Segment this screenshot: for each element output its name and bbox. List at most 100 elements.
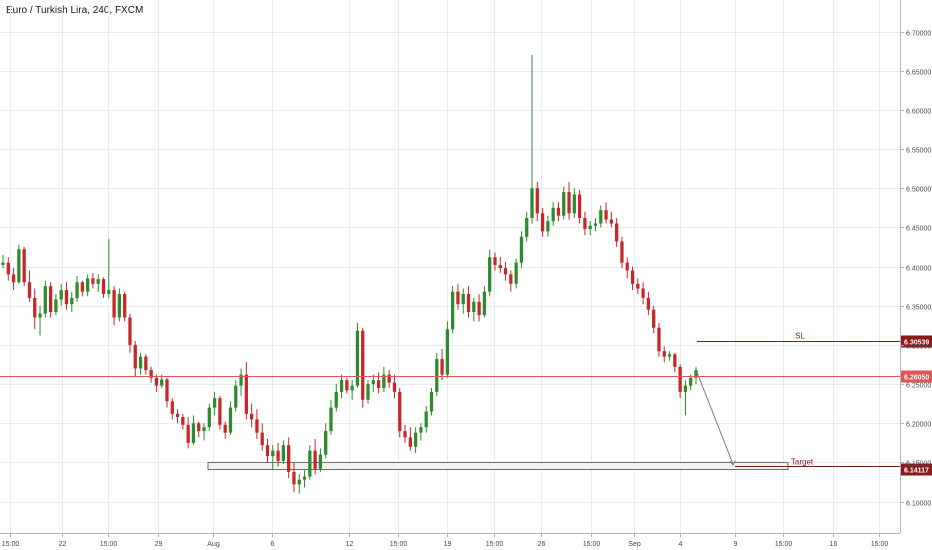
candle-body [514,262,518,284]
candle-body [276,450,280,461]
candle [361,327,365,408]
candle [33,288,37,330]
candle-body [588,225,592,229]
candle-body [683,385,688,392]
candles [1,55,698,494]
x-tick-label: Aug [207,541,220,548]
x-tick-label: Sep [628,541,641,548]
candle-body [572,194,576,214]
annotations-below [207,461,789,470]
candle [260,423,264,451]
candle [625,257,629,279]
candle [413,427,418,454]
candle-body [503,268,508,275]
candle-body [350,385,354,391]
candle-body [567,192,571,214]
candle [392,374,397,399]
candle [218,395,222,430]
candle [197,421,201,438]
target-tag [901,463,932,476]
candle-body [27,282,32,298]
candle [657,322,661,357]
candle [387,369,391,389]
candle-body [138,356,143,369]
candle-body [382,374,386,389]
candle [429,388,434,416]
stop-loss-tag [901,335,932,348]
candle [170,398,174,420]
candle-body [366,384,370,400]
candle-body [339,380,344,392]
candle [540,207,545,237]
candle [181,413,185,430]
candle-body [440,359,444,375]
candle-body [604,210,608,220]
candle [154,374,159,392]
candle [620,236,624,269]
candle-body [398,391,402,432]
candle-body [525,217,529,237]
candle [583,211,587,236]
candle [366,380,370,404]
candle [503,261,508,281]
candle-body [387,374,391,383]
y-tick-label: 6.15000 [906,461,931,468]
candle [371,374,375,392]
candle [123,291,127,322]
candle-body [472,301,476,313]
candle [80,280,84,297]
candle [207,403,211,432]
current-price-tag [901,370,932,383]
y-tick-label: 6.20000 [906,422,931,429]
candle-body [435,359,439,392]
candle [54,293,58,316]
annotations[interactable]: 6.26050 SL 6.30539 Target 6.14117 [0,332,932,476]
candle-body [6,262,10,275]
candle-body [11,274,16,283]
candle-body [535,188,539,214]
candle [615,217,619,247]
candle [271,445,275,471]
candle-body [689,377,693,386]
candle-body [175,413,180,417]
candle [604,202,608,224]
time-axis[interactable]: 15:00 22 15:00 29 Aug 6 12 15:00 19 15:00 26 15:00 S… [0,533,900,548]
candle [673,352,677,373]
candle [64,282,69,310]
candle-body [498,264,502,269]
candle-body [112,290,116,318]
candle-body [297,479,301,485]
candle-body [424,411,428,428]
candle [493,252,497,271]
candle-body [324,431,328,455]
price-axis[interactable]: 6.10000 6.15000 6.20000 6.25000 6.30000 6.350… [900,0,931,533]
candle [48,282,53,318]
x-tick-label: 6 [271,541,275,548]
candle-body [17,249,21,283]
candle-body [202,427,206,432]
candle [514,258,518,289]
x-tick-label: 15:00 [390,541,408,548]
x-tick-label: 19 [444,541,452,548]
candle-body [54,299,58,313]
candle-body [445,329,450,375]
candle [281,440,286,465]
candle-body [160,379,164,386]
candle-body [482,291,487,316]
candle [551,202,555,226]
candle-body [662,351,666,357]
candle-body [207,407,211,428]
stop-loss-value: 6.30539 [904,340,929,347]
candle [313,438,317,475]
y-tick-label: 6.65000 [906,70,931,77]
candle-body [271,450,275,457]
stop-loss-label: SL [795,332,805,341]
y-tick-label: 6.10000 [906,501,931,508]
candle-body [615,223,619,242]
candle-body [244,374,248,414]
candle [117,288,122,322]
candle [456,283,460,310]
y-tick-label: 6.40000 [906,266,931,273]
projection-line[interactable] [696,372,734,465]
